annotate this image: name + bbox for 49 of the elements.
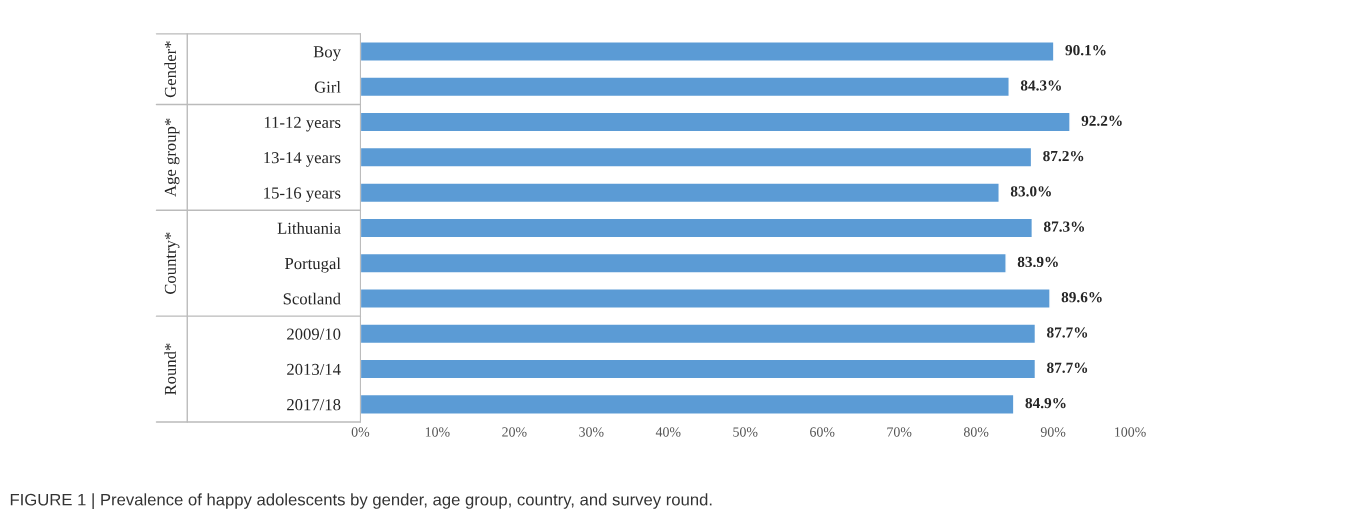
bar bbox=[360, 252, 1007, 274]
x-tick-label: 80% bbox=[963, 427, 989, 437]
data-label: 87.7% bbox=[1047, 327, 1088, 338]
x-tick-label: 10% bbox=[425, 427, 450, 437]
data-label: 89.6% bbox=[1061, 292, 1102, 303]
data-label: 84.9% bbox=[1025, 397, 1066, 409]
y-tick-label: 2017/18 bbox=[287, 399, 341, 411]
y-tick-label: Scotland bbox=[283, 292, 341, 305]
bar bbox=[360, 393, 1015, 415]
data-label: 92.2% bbox=[1081, 115, 1122, 126]
data-label: 87.2% bbox=[1043, 150, 1084, 162]
bar bbox=[360, 76, 1010, 98]
bar bbox=[360, 323, 1037, 345]
x-tick-label: 90% bbox=[1040, 427, 1066, 437]
bar bbox=[360, 41, 1055, 62]
y-tick-label: 2013/14 bbox=[287, 363, 341, 376]
caption: FIGURE 1 | Prevalence of happy adolescents by gender, age group, country, and survey round. bbox=[10, 493, 712, 509]
data-label: 87.3% bbox=[1043, 221, 1085, 232]
x-tick-label: 100% bbox=[1115, 427, 1146, 437]
text: Age group* bbox=[164, 118, 180, 197]
data-label: 87.7% bbox=[1047, 362, 1088, 373]
bar bbox=[360, 217, 1034, 239]
x-tick-label: 50% bbox=[733, 427, 758, 437]
y-tick-label: Boy bbox=[313, 46, 341, 61]
x-tick-label: 0% bbox=[351, 427, 370, 437]
y-tick-label: 15-16 years bbox=[264, 187, 341, 203]
x-tick-label: 20% bbox=[502, 427, 527, 437]
data-label: 83.0% bbox=[1010, 186, 1051, 197]
bar bbox=[360, 111, 1071, 133]
bar bbox=[360, 358, 1037, 380]
y-tick-label: Lithuania bbox=[277, 222, 341, 234]
x-tick-label: 30% bbox=[579, 427, 604, 437]
y-tick-label: Girl bbox=[314, 81, 341, 93]
text: Country* bbox=[164, 232, 180, 295]
x-tick-label: 40% bbox=[655, 427, 681, 437]
data-label: 83.9% bbox=[1017, 256, 1058, 268]
data-label: 90.1% bbox=[1065, 45, 1106, 56]
y-tick-label: 13-14 years bbox=[264, 152, 341, 167]
y-tick-label: 11-12 years bbox=[264, 116, 341, 132]
text: Gender* bbox=[164, 41, 177, 98]
text: Round* bbox=[164, 343, 177, 395]
y-tick-label: 2009/10 bbox=[287, 328, 341, 340]
x-tick-label: 60% bbox=[810, 427, 835, 437]
x-tick-label: 70% bbox=[887, 427, 912, 437]
bar bbox=[360, 146, 1033, 168]
data-label: 84.3% bbox=[1020, 80, 1061, 91]
bar bbox=[360, 182, 1000, 204]
y-tick-label: Portugal bbox=[284, 257, 341, 273]
bar bbox=[360, 288, 1051, 309]
